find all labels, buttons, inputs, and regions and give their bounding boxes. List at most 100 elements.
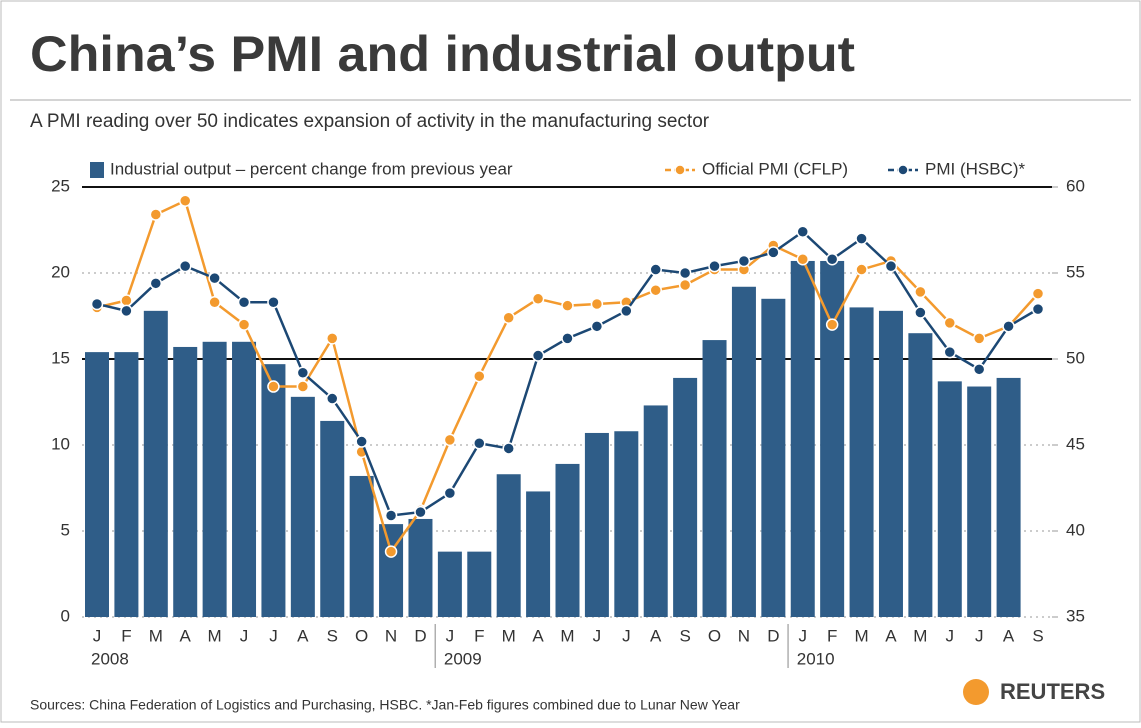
- bar: [849, 307, 874, 617]
- marker: [590, 297, 604, 311]
- marker: [1031, 287, 1045, 300]
- x-tick-label: N: [385, 626, 397, 645]
- marker: [120, 304, 133, 318]
- bar: [702, 340, 727, 617]
- x-tick-label: A: [180, 626, 192, 645]
- x-tick-label: O: [708, 626, 721, 645]
- bar: [496, 474, 521, 617]
- y2-tick-label: 35: [1066, 606, 1085, 625]
- y2-tick-label: 45: [1066, 434, 1085, 453]
- legend-label: Industrial output – percent change from …: [110, 159, 513, 178]
- x-tick-label: F: [474, 626, 484, 645]
- x-tick-label: S: [327, 626, 338, 645]
- marker: [149, 208, 163, 221]
- marker: [1031, 302, 1045, 316]
- marker: [914, 306, 927, 319]
- marker: [237, 318, 251, 331]
- x-tick-label: M: [208, 626, 222, 645]
- marker: [384, 509, 398, 522]
- x-tick-label: J: [240, 626, 249, 645]
- y2-tick-label: 50: [1066, 348, 1085, 367]
- marker: [855, 232, 868, 245]
- x-tick-label: J: [946, 626, 955, 645]
- legend-marker: [674, 164, 686, 176]
- bar: [643, 405, 668, 617]
- marker: [178, 259, 192, 273]
- bar: [437, 551, 462, 617]
- bar: [790, 260, 815, 617]
- x-tick-label: J: [269, 626, 278, 645]
- marker: [796, 252, 809, 266]
- bar: [614, 431, 639, 617]
- x-tick-label: D: [414, 626, 426, 645]
- x-tick-label: J: [93, 626, 102, 645]
- source: Sources: China Federation of Logistics a…: [30, 697, 740, 713]
- y2-tick-label: 60: [1066, 176, 1085, 195]
- x-tick-label: A: [650, 626, 662, 645]
- marker: [796, 225, 809, 238]
- x-tick-label: S: [1032, 626, 1043, 645]
- marker: [1002, 320, 1015, 333]
- x-tick-label: M: [502, 626, 516, 645]
- x-tick-label: J: [622, 626, 631, 645]
- year-label: 2008: [91, 649, 129, 668]
- marker: [149, 277, 163, 290]
- legend-marker: [897, 164, 909, 176]
- y-tick-label: 0: [61, 606, 70, 625]
- bar: [937, 381, 962, 617]
- marker: [208, 295, 221, 309]
- marker: [531, 349, 545, 362]
- x-tick-label: J: [593, 626, 602, 645]
- x-tick-label: J: [446, 626, 455, 645]
- marker: [531, 292, 545, 306]
- x-tick-label: O: [355, 626, 368, 645]
- marker: [737, 254, 751, 268]
- bar: [143, 310, 168, 617]
- marker: [649, 263, 662, 276]
- bar: [996, 377, 1021, 617]
- x-tick-label: A: [885, 626, 897, 645]
- marker: [267, 295, 280, 309]
- marker: [708, 259, 721, 273]
- marker: [972, 363, 986, 376]
- bar: [173, 346, 198, 617]
- marker: [326, 332, 339, 345]
- bar: [290, 396, 315, 617]
- marker: [561, 332, 574, 345]
- bar: [467, 551, 492, 617]
- x-tick-label: J: [799, 626, 808, 645]
- y-tick-label: 10: [51, 434, 70, 453]
- bar: [555, 463, 580, 617]
- bar: [761, 298, 786, 617]
- bar: [908, 333, 933, 617]
- marker: [473, 369, 486, 383]
- bar: [202, 341, 227, 617]
- bar: [584, 432, 609, 617]
- brand-logo: [963, 679, 989, 705]
- bar: [878, 310, 903, 617]
- marker: [972, 332, 986, 345]
- x-tick-label: A: [532, 626, 544, 645]
- marker: [178, 194, 192, 208]
- marker: [473, 437, 486, 450]
- marker: [90, 297, 104, 311]
- y-tick-label: 15: [51, 348, 70, 367]
- x-tick-label: S: [679, 626, 690, 645]
- bar: [85, 352, 109, 617]
- marker: [326, 392, 339, 405]
- marker: [208, 271, 221, 285]
- marker: [825, 252, 839, 266]
- bar: [232, 341, 257, 617]
- marker: [943, 316, 957, 330]
- y-tick-label: 25: [51, 176, 70, 195]
- marker: [120, 294, 133, 307]
- marker: [649, 283, 662, 297]
- x-tick-label: M: [854, 626, 868, 645]
- marker: [443, 486, 457, 500]
- marker: [561, 299, 574, 312]
- legend-label: Official PMI (CFLP): [702, 159, 848, 178]
- marker: [296, 380, 310, 393]
- x-tick-label: N: [738, 626, 750, 645]
- x-tick-label: F: [121, 626, 131, 645]
- marker: [237, 295, 251, 309]
